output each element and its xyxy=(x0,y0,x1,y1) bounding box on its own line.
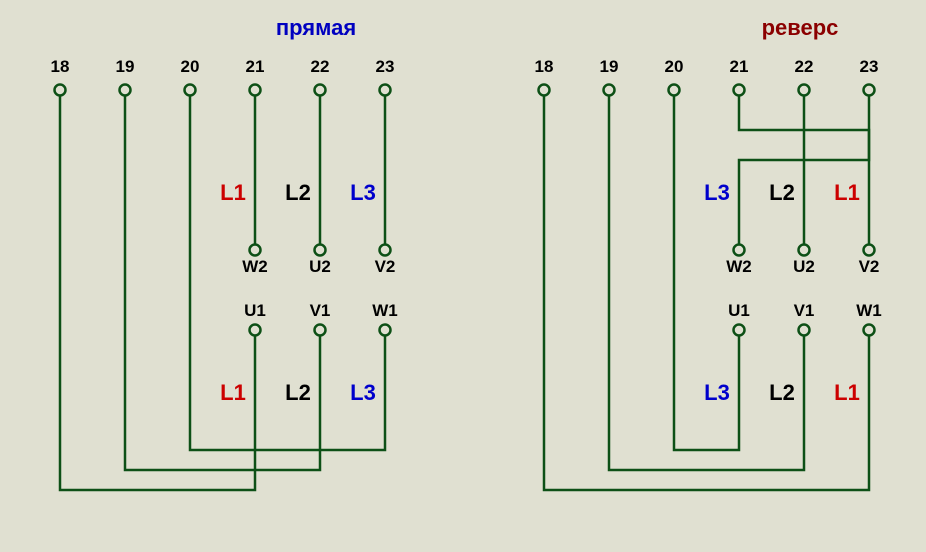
phase-upper-L2: L2 xyxy=(769,180,795,205)
terminal-num-18: 18 xyxy=(535,57,554,76)
terminal-num-18: 18 xyxy=(51,57,70,76)
terminal-22 xyxy=(315,85,326,96)
terminal-num-21: 21 xyxy=(730,57,749,76)
terminal-23 xyxy=(380,85,391,96)
phase-lower-L2: L2 xyxy=(769,380,795,405)
phase-lower-L1: L1 xyxy=(834,380,860,405)
terminal-W2 xyxy=(734,245,745,256)
terminal-lbl-W2: W2 xyxy=(726,257,752,276)
wire-lower-t19 xyxy=(609,96,804,471)
terminal-V1 xyxy=(799,325,810,336)
phase-lower-L2: L2 xyxy=(285,380,311,405)
wire-lower-t18 xyxy=(60,96,255,491)
terminal-lbl-U1: U1 xyxy=(728,301,750,320)
terminal-W2 xyxy=(250,245,261,256)
terminal-U2 xyxy=(799,245,810,256)
terminal-lbl-U1: U1 xyxy=(244,301,266,320)
terminal-V1 xyxy=(315,325,326,336)
terminal-18 xyxy=(55,85,66,96)
phase-lower-L3: L3 xyxy=(704,380,730,405)
terminal-num-22: 22 xyxy=(795,57,814,76)
phase-upper-L3: L3 xyxy=(704,180,730,205)
terminal-num-23: 23 xyxy=(860,57,879,76)
wire-lower-t18 xyxy=(544,96,869,491)
terminal-19 xyxy=(604,85,615,96)
terminal-num-23: 23 xyxy=(376,57,395,76)
terminal-19 xyxy=(120,85,131,96)
terminal-20 xyxy=(669,85,680,96)
terminal-num-20: 20 xyxy=(665,57,684,76)
terminal-W1 xyxy=(864,325,875,336)
phase-upper-L2: L2 xyxy=(285,180,311,205)
phase-upper-L3: L3 xyxy=(350,180,376,205)
terminal-U2 xyxy=(315,245,326,256)
terminal-18 xyxy=(539,85,550,96)
phase-lower-L3: L3 xyxy=(350,380,376,405)
phase-lower-L1: L1 xyxy=(220,380,246,405)
terminal-num-19: 19 xyxy=(600,57,619,76)
terminal-lbl-W1: W1 xyxy=(372,301,398,320)
terminal-lbl-V1: V1 xyxy=(310,301,331,320)
wiring-diagram: прямая 18 19 20 21 22 23 W2 U2 V2 L1 L2 L3 U1 V1 W1 L1 L2… xyxy=(0,0,926,552)
terminal-V2 xyxy=(864,245,875,256)
terminal-21 xyxy=(250,85,261,96)
terminal-lbl-V2: V2 xyxy=(859,257,880,276)
terminal-W1 xyxy=(380,325,391,336)
terminal-U1 xyxy=(734,325,745,336)
terminal-lbl-U2: U2 xyxy=(309,257,331,276)
terminal-22 xyxy=(799,85,810,96)
terminal-num-19: 19 xyxy=(116,57,135,76)
title: реверс xyxy=(762,15,839,40)
phase-upper-L1: L1 xyxy=(834,180,860,205)
terminal-lbl-W2: W2 xyxy=(242,257,268,276)
terminal-lbl-V2: V2 xyxy=(375,257,396,276)
terminal-num-20: 20 xyxy=(181,57,200,76)
terminal-20 xyxy=(185,85,196,96)
terminal-V2 xyxy=(380,245,391,256)
wire-lower-t19 xyxy=(125,96,320,471)
terminal-lbl-U2: U2 xyxy=(793,257,815,276)
phase-upper-L1: L1 xyxy=(220,180,246,205)
terminal-lbl-V1: V1 xyxy=(794,301,815,320)
title: прямая xyxy=(276,15,356,40)
terminal-num-21: 21 xyxy=(246,57,265,76)
terminal-U1 xyxy=(250,325,261,336)
terminal-num-22: 22 xyxy=(311,57,330,76)
terminal-21 xyxy=(734,85,745,96)
terminal-23 xyxy=(864,85,875,96)
terminal-lbl-W1: W1 xyxy=(856,301,882,320)
